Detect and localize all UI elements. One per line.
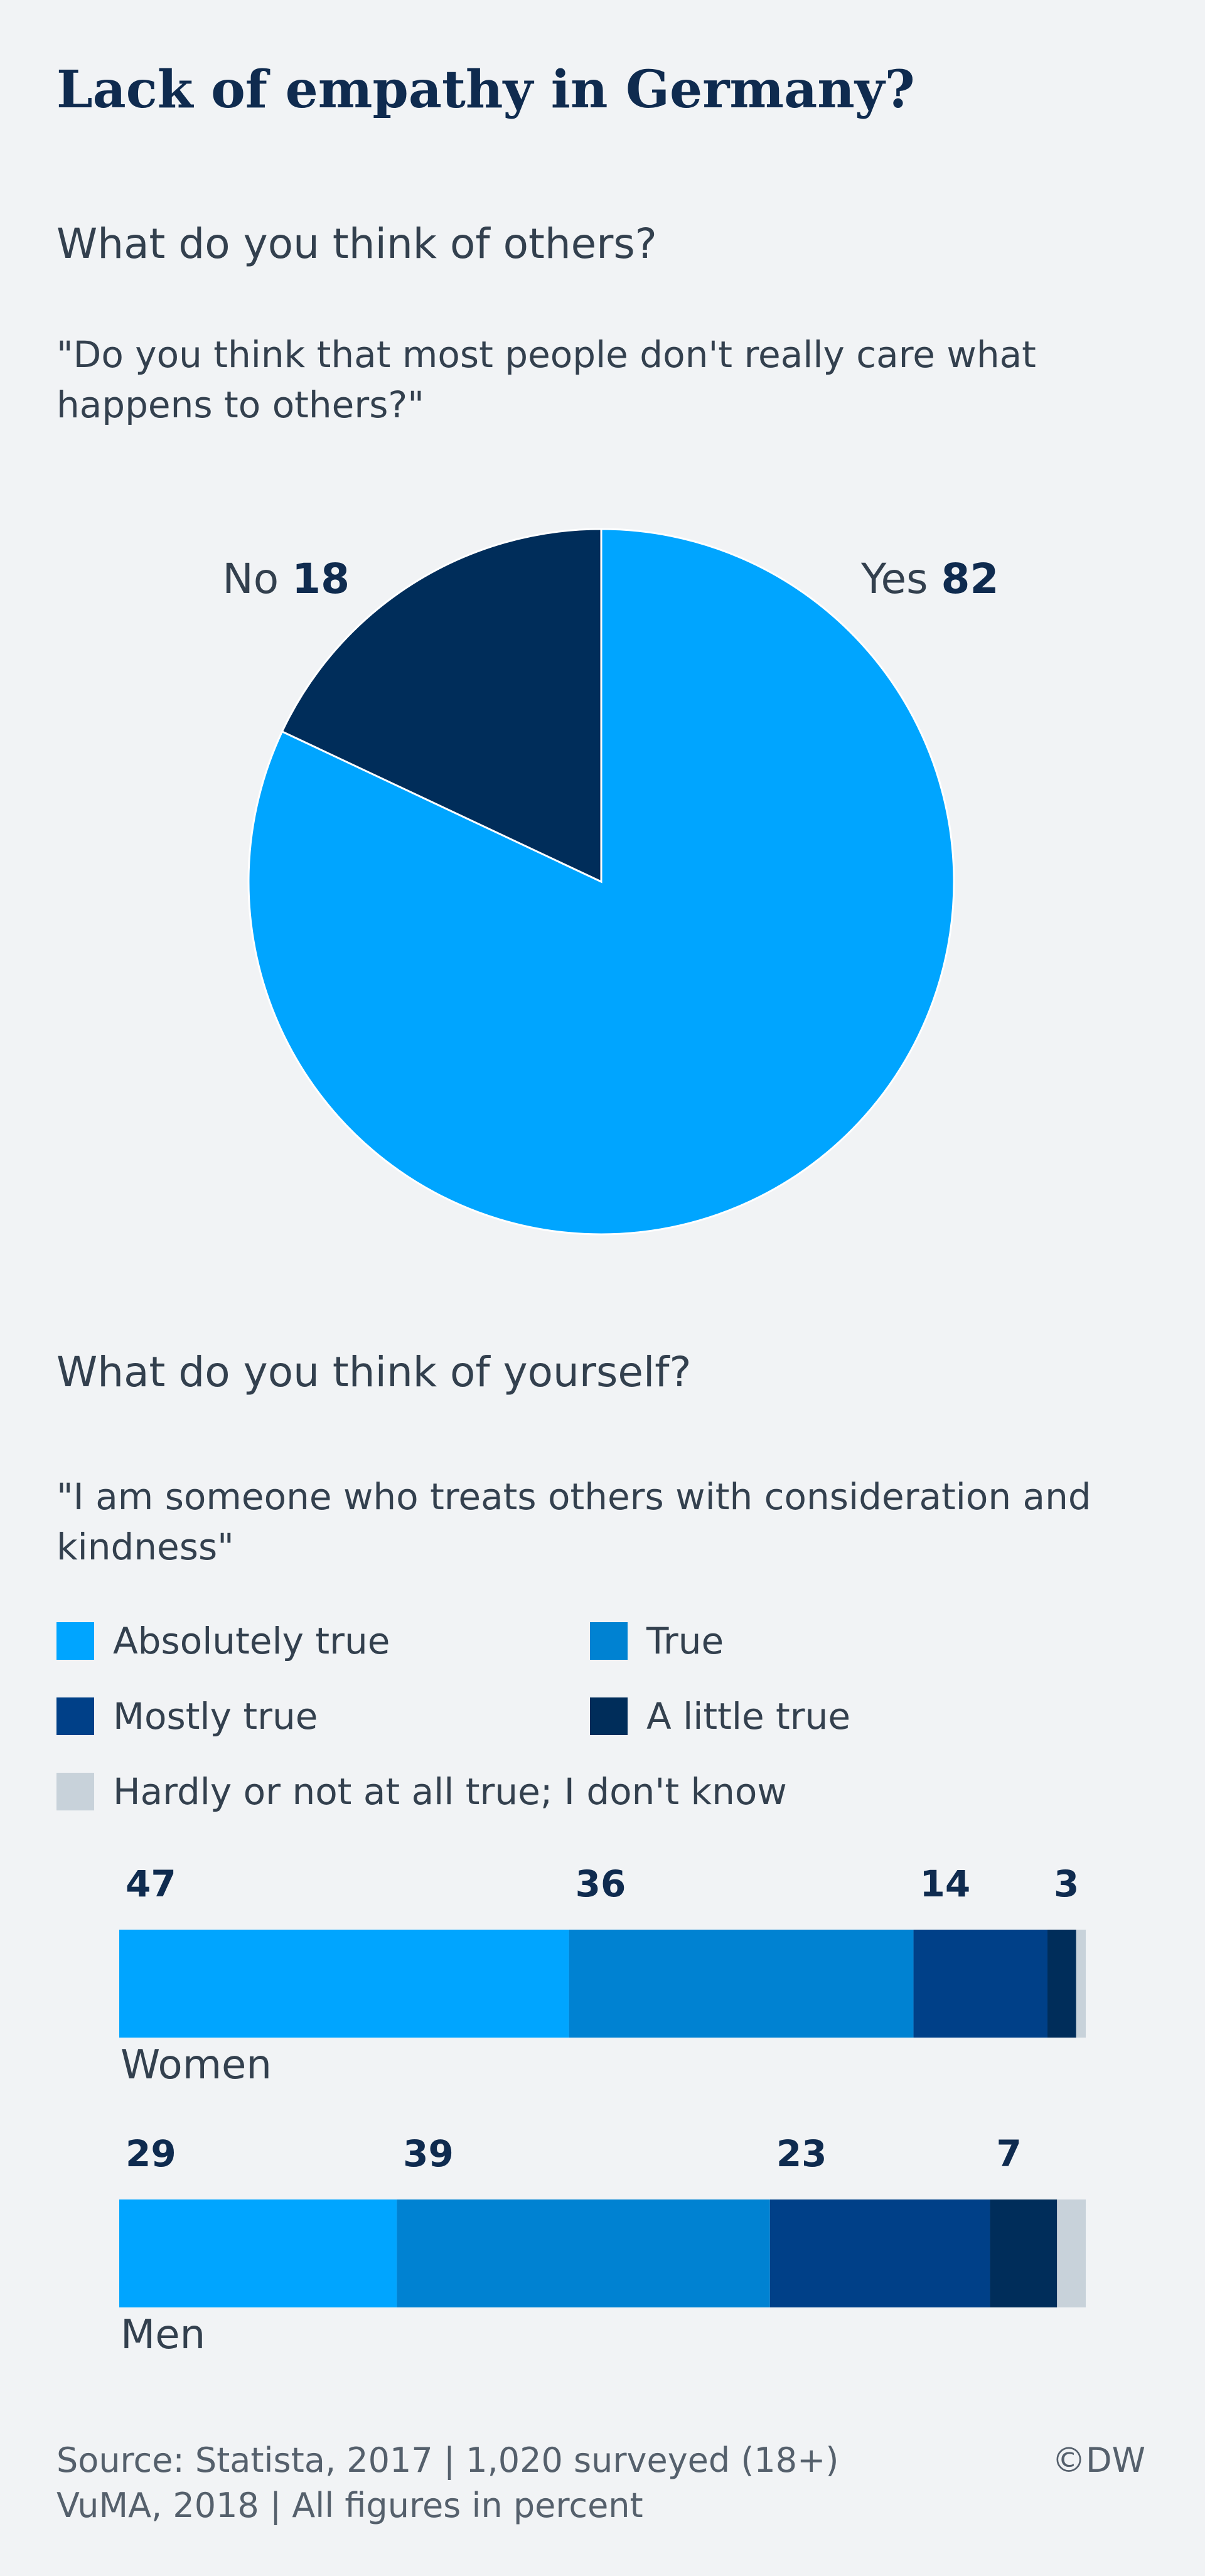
bar-segment-women [913,1930,1048,2038]
legend-swatch [56,1622,94,1660]
bar-value-label: 3 [1054,1863,1079,1905]
bar-value-label: 29 [126,2132,176,2175]
dw-credit: ©DW [1052,2440,1145,2480]
legend-item: Mostly true [56,1691,318,1741]
pie-label-no: No 18 [222,555,350,603]
bar-value-label: 7 [997,2132,1022,2175]
bar-segment-women [119,1930,569,2038]
legend-swatch [590,1697,628,1735]
pie-label-yes: Yes 82 [860,555,999,603]
bar-value-label: 47 [126,1863,176,1905]
legend-item: A little true [590,1691,850,1741]
section1-heading: What do you think of others? [56,220,657,268]
legend-item: True [590,1616,724,1666]
category-label-men: Men [120,2312,205,2358]
source-note: Source: Statista, 2017 | 1,020 surveyed … [56,2438,838,2528]
legend-label: Absolutely true [113,1620,390,1662]
bar-segment-men [397,2199,770,2307]
bar-segment-men [769,2199,990,2307]
bar-segment-women [1047,1930,1076,2038]
pie-slice-no [281,528,602,884]
legend-swatch [590,1622,628,1660]
bar-value-label: 14 [920,1863,971,1905]
source-line-1: Source: Statista, 2017 | 1,020 surveyed … [56,2440,839,2480]
legend-swatch [56,1773,94,1810]
bar-segment-men [119,2199,397,2307]
section1-question: "Do you think that most people don't rea… [56,333,1036,426]
bar-value-label: 36 [576,1863,626,1905]
legend-label: True [646,1620,724,1662]
bar-segment-men [1057,2199,1086,2307]
legend-label: Mostly true [113,1695,318,1738]
legend-label: Hardly or not at all true; I don't know [113,1770,787,1813]
pie-chart: Yes 82 No 18 [222,528,999,1236]
stacked-bar-chart: 47 36 14 3 Women 29 39 23 7 Men [119,1863,1086,2358]
category-label-women: Women [120,2042,272,2088]
bar-segment-men [990,2199,1058,2307]
legend-item: Hardly or not at all true; I don't know [56,1766,787,1817]
bar-value-label: 23 [776,2132,827,2175]
bar-segment-women [1076,1930,1086,2038]
legend-item: Absolutely true [56,1616,390,1666]
source-line-2: VuMA, 2018 | All figures in percent [56,2486,643,2525]
legend-swatch [56,1697,94,1735]
chart-title: Lack of empathy in Germany? [56,60,915,120]
section2-question: "I am someone who treats others with con… [56,1475,1091,1568]
bar-segment-women [569,1930,914,2038]
bar-value-label: 39 [403,2132,454,2175]
legend-label: A little true [646,1695,851,1738]
section2-heading: What do you think of yourself? [56,1348,692,1396]
